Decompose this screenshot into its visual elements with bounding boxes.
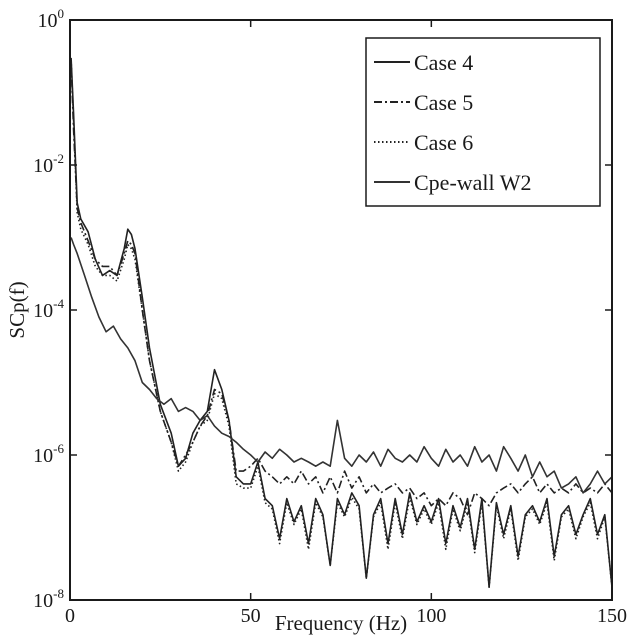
y-tick-label: 10-2 <box>33 151 64 177</box>
series-layer <box>70 57 613 589</box>
x-tick-label: 100 <box>416 605 446 627</box>
y-tick-label: 10-8 <box>33 586 64 612</box>
tick-labels-layer: 0 50 100 150 100 10-2 10-4 10-6 10-8 <box>33 6 627 627</box>
x-axis-label: Frequency (Hz) <box>275 611 407 635</box>
legend-label-cpe-wall-w2: Cpe-wall W2 <box>414 170 532 195</box>
series-line-case-5 <box>70 63 613 516</box>
y-tick-label: 10-6 <box>33 441 64 467</box>
y-tick-label: 10-4 <box>33 296 64 322</box>
series-line-cpe-wall-w2 <box>70 237 613 494</box>
legend-label-case-5: Case 5 <box>414 90 473 115</box>
y-tick-label: 100 <box>38 6 65 32</box>
y-axis-label: SCp(f) <box>5 281 29 338</box>
x-tick-label: 0 <box>65 605 75 627</box>
legend-box <box>365 37 601 207</box>
x-tick-label: 50 <box>241 605 261 627</box>
x-tick-label: 150 <box>597 605 627 627</box>
legend: Case 4 Case 5 Case 6 Cpe-wall W2 <box>365 37 601 207</box>
ticks-layer <box>69 19 613 601</box>
legend-label-case-6: Case 6 <box>414 130 473 155</box>
legend-label-case-4: Case 4 <box>414 50 473 75</box>
